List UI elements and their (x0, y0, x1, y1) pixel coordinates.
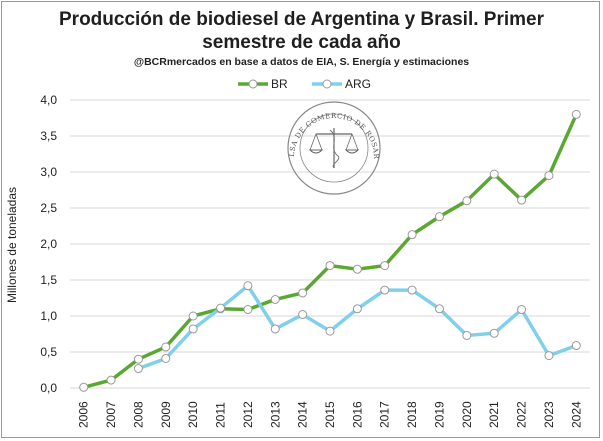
x-tick-label: 2017 (378, 401, 392, 428)
data-point-arg (270, 324, 280, 334)
x-tick-label: 2019 (432, 401, 446, 428)
x-tick-label: 2013 (268, 401, 282, 428)
y-tick-label: 4,0 (40, 93, 57, 107)
x-tick-label: 2021 (487, 401, 501, 428)
data-point-br (571, 109, 581, 119)
x-tick-labels: 2006 2007 2008 2009 2010 2011 2012 2013 2014 2015… (77, 401, 584, 428)
x-tick-label: 2015 (323, 401, 337, 428)
data-point-arg (407, 285, 417, 295)
data-point-br (243, 305, 253, 315)
chart-title-line-2: semestre de cada año (202, 32, 401, 53)
y-tick-label: 3,5 (40, 129, 57, 143)
legend-label-br: BR (271, 77, 288, 91)
seal-scale-string (315, 133, 323, 151)
data-point-br (270, 294, 280, 304)
data-point-br (188, 311, 198, 321)
data-point-arg (571, 341, 581, 351)
data-point-arg (352, 304, 362, 314)
data-point-br (380, 261, 390, 271)
y-tick-label: 2,0 (40, 237, 57, 251)
chart-title-line-1: Producción de biodiesel de Argentina y B… (59, 9, 544, 30)
x-tick-label: 2009 (159, 401, 173, 428)
x-tick-label: 2008 (131, 401, 145, 428)
data-point-br (462, 196, 472, 206)
seal-outer-ring (287, 101, 381, 195)
data-point-br (407, 230, 417, 240)
seal-scale-string (309, 133, 317, 151)
x-tick-label: 2012 (241, 401, 255, 428)
data-point-arg (325, 326, 335, 336)
grid-lines (70, 99, 590, 389)
legend-label-arg: ARG (345, 77, 371, 91)
data-point-arg (544, 351, 554, 361)
data-point-arg (216, 303, 226, 313)
chart-subtitle: @BCRmercados en base a datos de EIA, S. … (133, 56, 470, 68)
seal-inner-ring (299, 113, 369, 183)
data-point-br (298, 288, 308, 298)
x-tick-label: 2010 (186, 401, 200, 428)
x-tick-label: 2023 (542, 401, 556, 428)
x-tick-label: 2014 (296, 401, 310, 428)
seal-scale-pan-left (308, 149, 324, 154)
y-tick-label: 1,5 (40, 273, 57, 287)
data-point-br (544, 171, 554, 181)
data-point-arg (243, 281, 253, 291)
data-point-arg (380, 285, 390, 295)
data-point-br (489, 169, 499, 179)
data-point-br (161, 342, 171, 352)
x-tick-label: 2024 (569, 401, 583, 428)
y-tick-label: 0,0 (40, 381, 57, 395)
chart-title: Producción de biodiesel de Argentina y B… (0, 8, 603, 54)
seal-serpent (329, 129, 340, 169)
x-tick-label: 2007 (104, 401, 118, 428)
legend: BR ARG (238, 77, 371, 91)
x-tick-label: 2022 (515, 401, 529, 428)
data-point-br (517, 195, 527, 205)
y-tick-label: 3,0 (40, 165, 57, 179)
legend-marker-br (248, 79, 258, 89)
data-point-arg (489, 328, 499, 338)
series-line-arg (137, 284, 577, 371)
data-point-arg (434, 304, 444, 314)
x-tick-label: 2018 (405, 401, 419, 428)
data-point-arg (462, 330, 472, 340)
x-tick-label: 2011 (214, 402, 228, 428)
data-point-arg (298, 310, 308, 320)
x-tick-label: 2006 (77, 401, 91, 428)
series-lines (83, 113, 578, 389)
watermark-seal-icon: BOLSA DE COMERCIO DE ROSARIO (0, 0, 381, 195)
legend-marker-arg (322, 79, 332, 89)
y-tick-label: 0,5 (40, 345, 57, 359)
data-point-br (79, 382, 89, 392)
y-tick-labels: 0,0 0,5 1,0 1,5 2,0 2,5 3,0 3,5 4,0 (40, 93, 57, 395)
y-tick-label: 1,0 (40, 309, 57, 323)
seal-scale-pan-right (344, 149, 360, 154)
data-point-br (325, 261, 335, 271)
data-point-arg (517, 305, 527, 315)
x-tick-label: 2016 (350, 401, 364, 428)
data-point-br (133, 354, 143, 364)
series-line-br (83, 113, 578, 389)
seal-scale-string (345, 133, 353, 151)
data-point-br (352, 264, 362, 274)
data-point-arg (133, 364, 143, 374)
data-point-br (106, 375, 116, 385)
data-point-arg (188, 324, 198, 334)
seal-scale-string (351, 133, 359, 151)
x-tick-label: 2020 (460, 401, 474, 428)
data-point-arg (161, 353, 171, 363)
series-points (79, 109, 581, 392)
data-point-br (434, 212, 444, 222)
y-tick-label: 2,5 (40, 201, 57, 215)
